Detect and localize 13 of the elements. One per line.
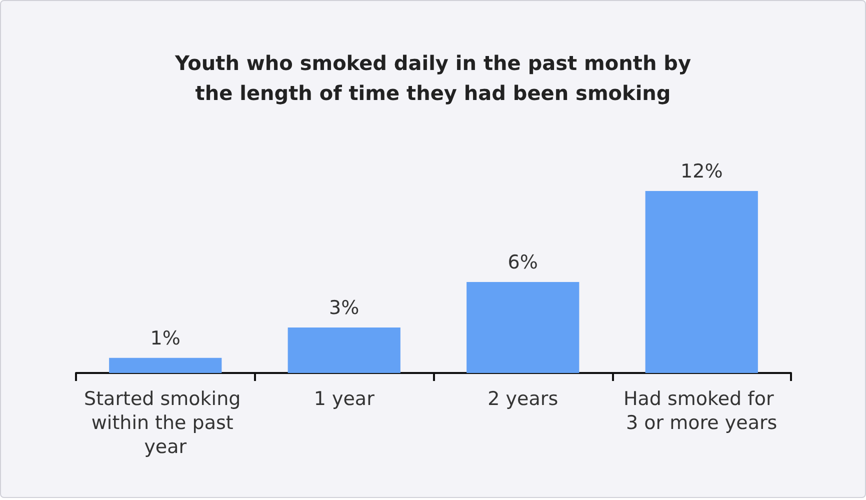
x-tick-label: Had smoked for 3 or more years [623,388,780,434]
x-tick-label: 1 year [314,388,375,410]
bar [466,282,580,373]
data-label: 12% [680,160,723,182]
bar [288,328,400,373]
chart-title: Youth who smoked daily in the past month by the length of time they had been smoking [174,51,691,105]
data-label: 1% [150,327,180,350]
x-tick-label: 2 years [488,388,558,410]
bar [109,358,222,373]
data-label: 3% [329,297,360,319]
data-label: 6% [508,252,538,274]
bar [645,191,758,373]
x-tick-label: Started smoking within the past year [84,388,247,458]
